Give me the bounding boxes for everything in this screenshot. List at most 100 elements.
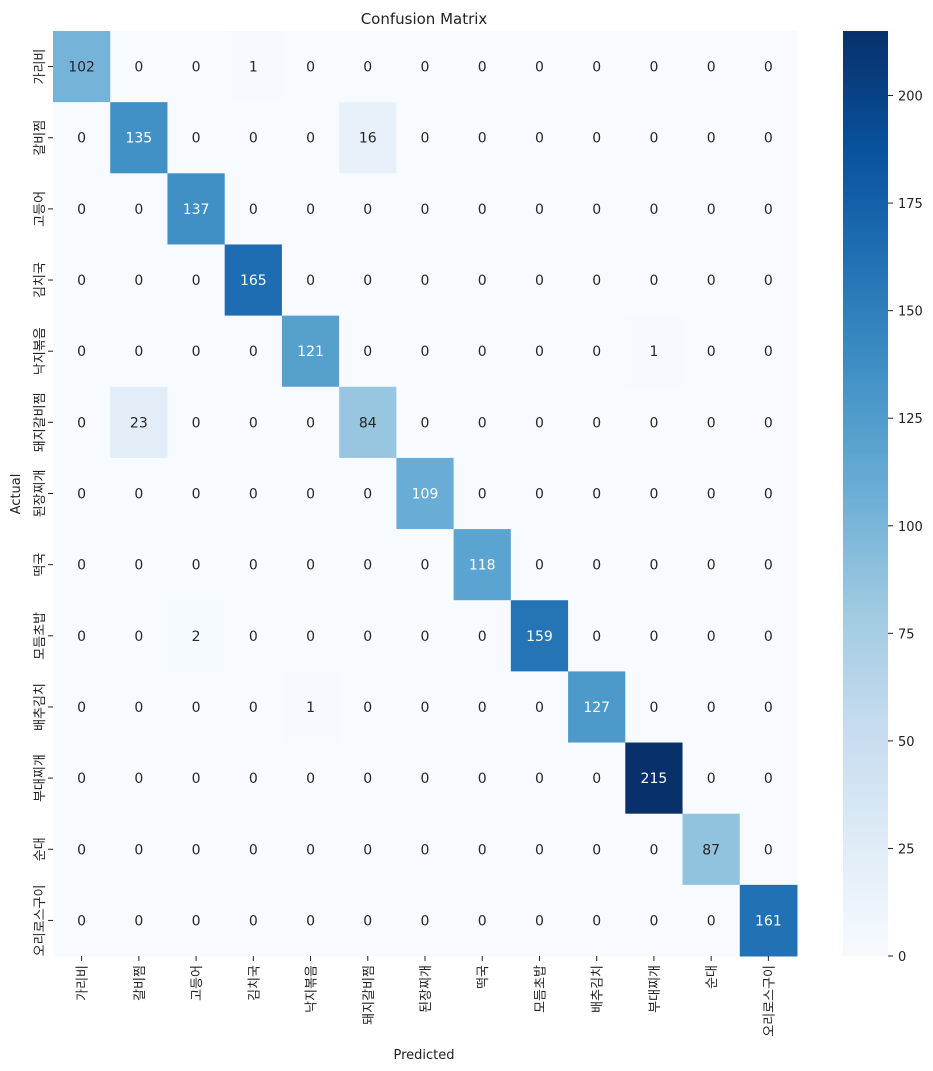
heatmap-cell xyxy=(739,813,798,886)
cell-value-label: 0 xyxy=(249,913,258,929)
heatmap-cell xyxy=(453,102,512,174)
heatmap-cell xyxy=(339,600,397,672)
heatmap-cell xyxy=(53,813,111,886)
cell-value-label: 0 xyxy=(764,415,773,431)
heatmap-cell xyxy=(167,671,226,744)
heatmap-cell xyxy=(281,244,340,317)
heatmap-cell xyxy=(739,457,798,530)
cell-value-label: 0 xyxy=(421,913,430,929)
heatmap-cell xyxy=(453,457,512,530)
heatmap-cell xyxy=(453,315,512,388)
cell-value-label: 0 xyxy=(77,202,86,218)
heatmap-cell xyxy=(396,315,455,388)
heatmap-cell xyxy=(396,173,455,245)
cell-value-label: 0 xyxy=(478,415,487,431)
y-tick-label: 된장찌개 xyxy=(33,470,48,518)
heatmap-cell xyxy=(167,457,226,530)
cell-value-label: 0 xyxy=(707,202,716,218)
cell-value-label: 0 xyxy=(249,131,258,147)
y-tick-label: 떡국 xyxy=(33,553,48,577)
cell-value-label: 0 xyxy=(764,131,773,147)
heatmap-cell xyxy=(739,529,798,601)
heatmap-cell xyxy=(224,102,283,174)
cell-value-label: 0 xyxy=(592,344,601,360)
colorbar xyxy=(843,31,888,956)
heatmap-cell xyxy=(739,386,798,459)
cell-value-label: 159 xyxy=(526,629,553,645)
heatmap-cell xyxy=(739,884,798,957)
cell-value-label: 0 xyxy=(249,558,258,574)
heatmap-cell xyxy=(396,386,455,459)
heatmap-cell xyxy=(625,244,684,317)
heatmap-cell xyxy=(224,173,283,245)
colorbar-tick-label: 175 xyxy=(898,197,923,212)
y-tick-label: 가리비 xyxy=(33,49,48,85)
cell-value-label: 0 xyxy=(77,131,86,147)
cell-value-label: 0 xyxy=(707,60,716,76)
heatmap-cell xyxy=(281,102,340,174)
cell-value-label: 0 xyxy=(478,842,487,858)
cell-value-label: 0 xyxy=(421,842,430,858)
cell-value-label: 1 xyxy=(649,344,658,360)
heatmap-cell xyxy=(53,315,111,388)
heatmap-cell xyxy=(510,813,569,886)
heatmap-cell xyxy=(339,813,397,886)
heatmap-cell xyxy=(281,671,340,744)
cell-value-label: 0 xyxy=(134,487,143,503)
cell-value-label: 0 xyxy=(592,842,601,858)
cell-value-label: 0 xyxy=(134,273,143,289)
cell-value-label: 0 xyxy=(707,629,716,645)
cell-value-label: 0 xyxy=(649,913,658,929)
y-tick-label: 낙지볶음 xyxy=(33,327,48,375)
cell-value-label: 0 xyxy=(363,842,372,858)
heatmap-cell xyxy=(110,742,168,815)
heatmap-cell xyxy=(110,31,168,103)
cell-value-label: 0 xyxy=(707,415,716,431)
colorbar-tick-label: 0 xyxy=(898,950,906,965)
cell-value-label: 0 xyxy=(306,273,315,289)
cell-value-label: 0 xyxy=(421,131,430,147)
heatmap-cell xyxy=(281,315,340,388)
heatmap-cell xyxy=(110,386,168,459)
cell-value-label: 0 xyxy=(535,700,544,716)
cell-value-label: 0 xyxy=(478,487,487,503)
cell-value-label: 0 xyxy=(707,771,716,787)
heatmap-cell xyxy=(396,529,455,601)
heatmap-cell xyxy=(167,386,226,459)
heatmap-cell xyxy=(224,386,283,459)
heatmap-cell xyxy=(568,742,626,815)
cell-value-label: 87 xyxy=(702,842,720,858)
cell-value-label: 0 xyxy=(306,913,315,929)
cell-value-label: 0 xyxy=(192,60,201,76)
heatmap-cell xyxy=(625,529,684,601)
cell-value-label: 0 xyxy=(134,558,143,574)
cell-value-label: 0 xyxy=(764,771,773,787)
heatmap-cell xyxy=(682,742,741,815)
cell-value-label: 0 xyxy=(363,700,372,716)
heatmap-cell xyxy=(167,529,226,601)
heatmap-cell xyxy=(510,244,569,317)
cell-value-label: 165 xyxy=(240,273,267,289)
heatmap-cell xyxy=(396,244,455,317)
heatmap-cell xyxy=(625,173,684,245)
cell-value-label: 0 xyxy=(134,344,143,360)
heatmap-cell xyxy=(339,884,397,957)
heatmap-cell xyxy=(281,529,340,601)
cell-value-label: 0 xyxy=(249,202,258,218)
cell-value-label: 0 xyxy=(421,202,430,218)
heatmap-cell xyxy=(53,386,111,459)
cell-value-label: 0 xyxy=(249,487,258,503)
heatmap-cell xyxy=(396,813,455,886)
heatmap-cell xyxy=(53,742,111,815)
cell-value-label: 0 xyxy=(363,771,372,787)
cell-value-label: 0 xyxy=(707,131,716,147)
cell-value-label: 0 xyxy=(478,344,487,360)
cell-value-label: 0 xyxy=(478,629,487,645)
heatmap-cell xyxy=(339,31,397,103)
x-tick-label: 김치국 xyxy=(247,965,262,1001)
cell-value-label: 0 xyxy=(134,60,143,76)
cell-value-label: 0 xyxy=(649,629,658,645)
heatmap-cell xyxy=(453,31,512,103)
heatmap-cell xyxy=(625,315,684,388)
